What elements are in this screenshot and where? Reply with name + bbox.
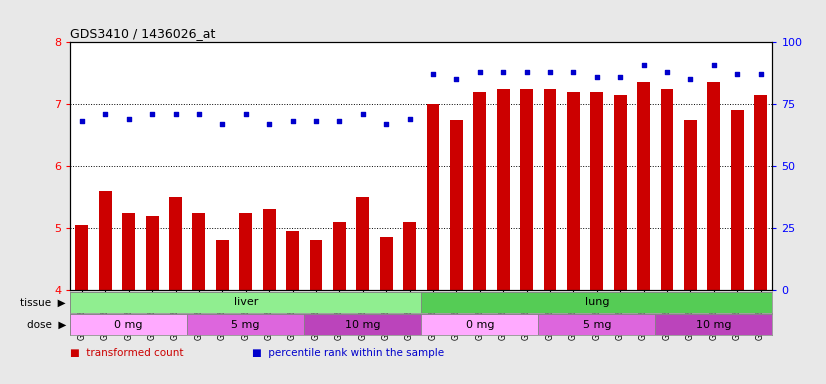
Text: GDS3410 / 1436026_at: GDS3410 / 1436026_at [70, 26, 216, 40]
Bar [263, 209, 276, 290]
Bar [655, 314, 772, 335]
Text: ■  transformed count: ■ transformed count [70, 348, 183, 358]
Bar [614, 95, 627, 290]
Point [660, 69, 673, 75]
Point [75, 118, 88, 124]
Bar [403, 222, 416, 290]
Bar [240, 212, 252, 290]
Bar [188, 314, 304, 335]
Bar [421, 292, 772, 313]
Text: 5 mg: 5 mg [231, 319, 260, 330]
Point [192, 111, 206, 117]
Bar [731, 110, 743, 290]
Point [122, 116, 135, 122]
Text: 10 mg: 10 mg [345, 319, 381, 330]
Bar [637, 83, 650, 290]
Text: ■  percentile rank within the sample: ■ percentile rank within the sample [252, 348, 444, 358]
Text: liver: liver [234, 297, 258, 308]
Point [216, 121, 229, 127]
Point [263, 121, 276, 127]
Point [473, 69, 487, 75]
Bar [380, 237, 392, 290]
Bar [591, 92, 603, 290]
Bar [75, 225, 88, 290]
Bar [122, 212, 135, 290]
Point [169, 111, 183, 117]
Point [754, 71, 767, 78]
Bar [450, 120, 463, 290]
Bar [421, 314, 539, 335]
Point [380, 121, 393, 127]
Bar [286, 231, 299, 290]
Point [356, 111, 369, 117]
Bar [216, 240, 229, 290]
Bar [70, 292, 421, 313]
Point [544, 69, 557, 75]
Point [426, 71, 439, 78]
Point [496, 69, 510, 75]
Point [637, 61, 650, 68]
Bar [304, 314, 421, 335]
Point [286, 118, 299, 124]
Bar [356, 197, 369, 290]
Point [567, 69, 580, 75]
Bar [539, 314, 655, 335]
Point [145, 111, 159, 117]
Point [333, 118, 346, 124]
Bar [99, 191, 112, 290]
Point [99, 111, 112, 117]
Bar [169, 197, 182, 290]
Text: tissue  ▶: tissue ▶ [21, 297, 66, 308]
Text: 0 mg: 0 mg [466, 319, 494, 330]
Point [614, 74, 627, 80]
Point [403, 116, 416, 122]
Point [449, 76, 463, 83]
Bar [310, 240, 322, 290]
Bar [567, 92, 580, 290]
Bar [520, 89, 533, 290]
Text: dose  ▶: dose ▶ [26, 319, 66, 330]
Bar [707, 83, 720, 290]
Text: lung: lung [585, 297, 609, 308]
Bar [684, 120, 697, 290]
Point [707, 61, 720, 68]
Text: 10 mg: 10 mg [696, 319, 732, 330]
Point [240, 111, 253, 117]
Bar [145, 216, 159, 290]
Bar [426, 104, 439, 290]
Bar [754, 95, 767, 290]
Bar [661, 89, 673, 290]
Point [310, 118, 323, 124]
Bar [473, 92, 487, 290]
Point [684, 76, 697, 83]
Point [730, 71, 743, 78]
Bar [70, 314, 188, 335]
Bar [333, 222, 346, 290]
Bar [496, 89, 510, 290]
Point [591, 74, 604, 80]
Text: 0 mg: 0 mg [115, 319, 143, 330]
Bar [544, 89, 557, 290]
Bar [192, 212, 206, 290]
Point [520, 69, 534, 75]
Text: 5 mg: 5 mg [582, 319, 611, 330]
